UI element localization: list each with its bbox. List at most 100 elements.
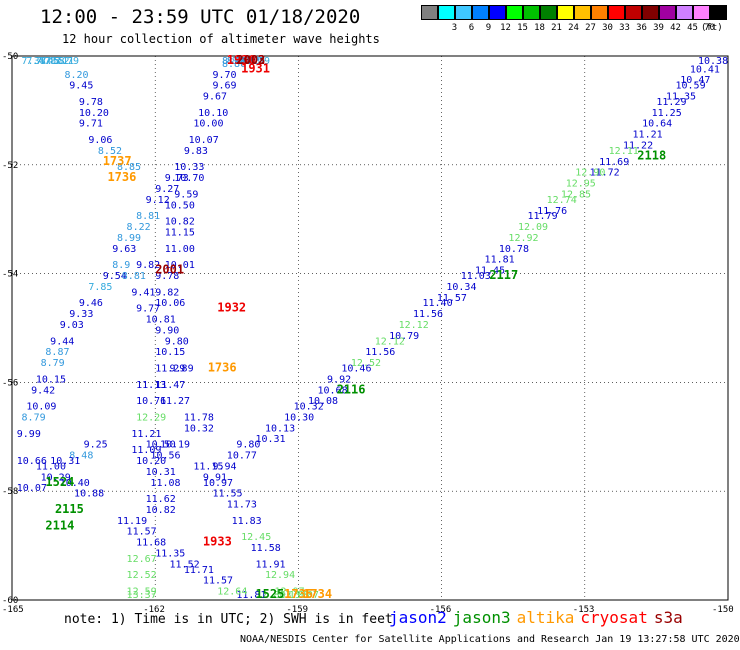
wave-height-value: 8.11 (50, 56, 74, 67)
wave-height-value: 11.00 (165, 244, 195, 255)
lon-tick-label: -165 (2, 605, 24, 615)
legend-label: 12 (500, 23, 511, 33)
wave-height-value: 8.22 (127, 222, 151, 233)
satellite-label: s3a (653, 608, 683, 627)
time-label: 2002 (236, 53, 265, 67)
wave-height-value: 11.57 (437, 293, 467, 304)
wave-height-value: 11.40 (423, 298, 453, 309)
legend-label: 33 (619, 23, 630, 33)
wave-height-value: 7.52 (45, 56, 69, 67)
legend-label: 24 (568, 23, 579, 33)
wave-height-value: 9.82 (136, 260, 160, 271)
time-label: 2116 (337, 382, 366, 396)
wave-height-value: 8.76 (232, 56, 256, 67)
wave-height-value: 10.38 (698, 56, 728, 67)
wave-height-value: 10.00 (193, 119, 223, 130)
legend-swatch (489, 5, 506, 20)
wave-height-value: 9.44 (50, 336, 74, 347)
time-label: 1933 (203, 535, 232, 549)
legend-swatch (625, 5, 642, 20)
wave-height-value: 8.51 (222, 56, 246, 67)
legend-label: 70 (704, 23, 715, 33)
wave-height-value: 11.69 (599, 157, 629, 168)
wave-height-value: 9.54 (103, 271, 127, 282)
wave-height-value: 7.38 (22, 56, 46, 67)
wave-height-value: 13.37 (127, 590, 157, 601)
time-label: 1736 (208, 361, 237, 375)
wave-values: 10.3810.4110.4710.5911.3511.2911.2510.64… (17, 56, 728, 601)
wave-height-value: 10.77 (227, 451, 257, 462)
wave-height-value: 12.09 (518, 222, 548, 233)
wave-height-value: 10.20 (79, 108, 109, 119)
time-label: 2003 (236, 53, 265, 67)
wave-height-value: 11.56 (365, 347, 395, 358)
satellite-legend: jason2 jason3 altika cryosat s3a (389, 608, 689, 627)
wave-height-value: 9.90 (155, 325, 179, 336)
legend-label: 15 (517, 23, 528, 33)
lon-tick-label: -162 (143, 605, 165, 615)
legend-swatch (659, 5, 676, 20)
wave-height-value: 10.82 (165, 217, 195, 228)
wave-height-value: 11.29 (656, 97, 686, 108)
wave-height-value: 11.00 (36, 461, 66, 472)
wave-height-value: 9.27 (155, 184, 179, 195)
lon-tick-label: -159 (286, 605, 308, 615)
wave-height-value: 7.47 (26, 56, 50, 67)
wave-height-value: 10.34 (446, 282, 476, 293)
wave-height-value: 9.83 (184, 146, 208, 157)
wave-height-value: 10.09 (26, 402, 56, 413)
wave-height-value: 11.58 (251, 543, 281, 554)
wave-height-value: 10.31 (255, 434, 285, 445)
wave-height-value: 7.45 (36, 56, 60, 67)
wave-height-value: 10.29 (41, 472, 71, 483)
wave-height-value: 10.40 (60, 478, 90, 489)
wave-height-value: 9.42 (31, 385, 55, 396)
wave-height-value: 10.79 (389, 331, 419, 342)
wave-height-value: 10.07 (17, 483, 47, 494)
wave-height-value: 12.92 (508, 233, 538, 244)
wave-height-value: 10.19 (160, 440, 190, 451)
legend-label: 27 (585, 23, 596, 33)
wave-height-value: 8.79 (41, 358, 65, 369)
legend-label: 18 (534, 23, 545, 33)
wave-height-value: 9.94 (212, 461, 236, 472)
wave-height-value: 11.78 (184, 412, 214, 423)
legend-label: 9 (485, 23, 492, 33)
wave-height-value: 10.56 (150, 451, 180, 462)
wave-height-value: 10.59 (675, 81, 705, 92)
time-label: 1525 (255, 587, 284, 601)
wave-height-value: 9.46 (79, 298, 103, 309)
time-label: 1737 (103, 154, 132, 168)
wave-height-value: 11.55 (212, 489, 242, 500)
wave-height-value: 8.81 (136, 211, 160, 222)
wave-height-value: 9.78 (79, 97, 103, 108)
wave-height-value: 11.13 (136, 380, 166, 391)
wave-height-value: 11.45 (475, 266, 505, 277)
wave-height-value: 11.57 (203, 576, 233, 587)
lon-tick-label: -153 (573, 605, 595, 615)
wave-height-value: 12.95 (566, 179, 596, 190)
legend-label: 6 (468, 23, 475, 33)
wave-height-value: 12.80 (255, 590, 285, 601)
wave-height-value: 12.85 (561, 189, 591, 200)
wave-height-value: 11.35 (155, 548, 185, 559)
wave-height-value: 9.63 (112, 244, 136, 255)
legend-swatch (540, 5, 557, 20)
wave-height-value: 9.82 (155, 287, 179, 298)
wave-height-value: 11.71 (184, 565, 214, 576)
legend-unit: (ft) (701, 23, 723, 33)
wave-height-value: 11.72 (590, 168, 620, 179)
legend-swatch (557, 5, 574, 20)
wave-height-value: 8.87 (45, 347, 69, 358)
wave-height-value: 12.90 (575, 168, 605, 179)
time-label: 2118 (637, 148, 666, 162)
wave-height-value: 8.63 (236, 56, 260, 67)
wave-height-value: 8.25 (241, 56, 265, 67)
wave-height-value: 10.20 (136, 456, 166, 467)
lon-tick-label: -150 (712, 605, 734, 615)
legend-label: 42 (670, 23, 681, 33)
wave-height-value: 8.81 (122, 271, 146, 282)
wave-height-value: 8.51 (227, 56, 251, 67)
wave-height-value: 11.47 (155, 380, 185, 391)
